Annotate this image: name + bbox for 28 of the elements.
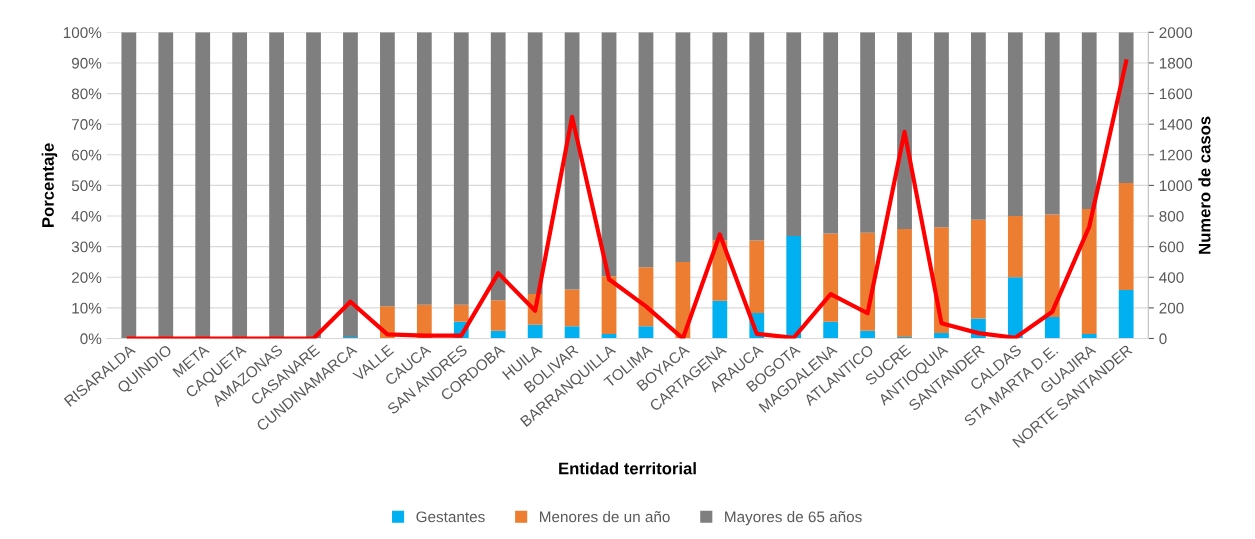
y-tick-label: 30% xyxy=(71,241,102,253)
y-axis-title: Porcentaje xyxy=(41,143,58,227)
y-tick-label: 100% xyxy=(63,27,102,39)
y2-tick-label: 1600 xyxy=(1159,88,1193,100)
y2-tick-label: 0 xyxy=(1159,333,1167,345)
y2-tick-label: 800 xyxy=(1159,210,1184,222)
y-tick-label: 90% xyxy=(71,57,102,69)
y2-tick-label: 1400 xyxy=(1159,119,1193,130)
y-tick-label: 60% xyxy=(72,149,102,161)
y-tick-label: 40% xyxy=(71,210,102,222)
y2-tick-label: 600 xyxy=(1159,241,1184,253)
y2-tick-label: 1000 xyxy=(1159,180,1193,192)
y-tick-label: 0% xyxy=(80,333,102,345)
y2-tick-label: 1200 xyxy=(1159,149,1193,161)
y-tick-label: 10% xyxy=(72,302,102,314)
y2-tick-label: 2000 xyxy=(1159,27,1193,39)
y2-tick-label: 1800 xyxy=(1159,57,1193,69)
y-tick-label: 50% xyxy=(71,180,102,192)
y-tick-label: 80% xyxy=(71,88,102,100)
y-tick-label: 20% xyxy=(72,272,102,283)
y-tick-label: 70% xyxy=(72,119,102,130)
legend-label: Mayores de 65 años xyxy=(725,511,862,526)
y2-axis-title: Numero de casos xyxy=(1198,116,1211,254)
x-axis-title: Entidad territorial xyxy=(559,462,696,475)
y2-tick-label: 200 xyxy=(1159,302,1184,314)
y2-tick-label: 400 xyxy=(1159,272,1184,283)
legend-label: Menores de un año xyxy=(540,511,670,523)
legend-label: Gestantes xyxy=(416,511,485,523)
